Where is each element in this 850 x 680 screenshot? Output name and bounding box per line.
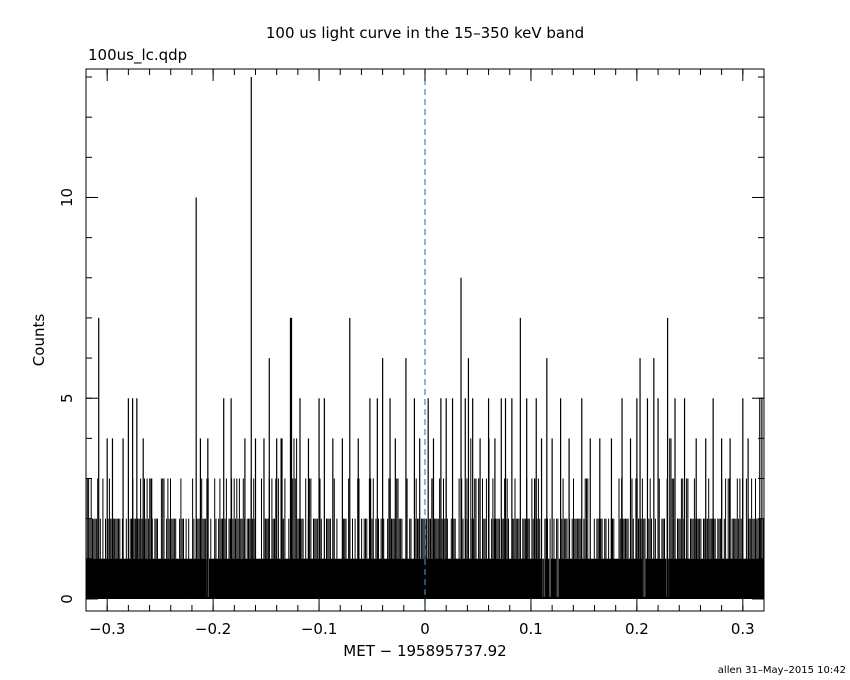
y-tick-label: 10 [58,188,76,207]
x-tick-label: 0.2 [625,620,649,638]
x-tick-label: 0.3 [731,620,755,638]
y-axis-ticks: 0 5 10 [58,76,764,604]
x-tick-label: 0 [420,620,430,638]
y-axis-label: Counts [30,314,48,367]
x-tick-label: −0.2 [195,620,231,638]
x-tick-label: −0.3 [89,620,125,638]
y-tick-label: 5 [58,393,76,403]
x-tick-label: −0.1 [301,620,337,638]
chart-title: 100 us light curve in the 15–350 keV ban… [266,24,584,42]
x-axis-label: MET − 195895737.92 [343,642,506,660]
zero-count-gap [642,558,646,597]
x-tick-label: 0.1 [519,620,543,638]
chart-subtitle: 100us_lc.qdp [88,46,187,65]
footer-stamp: allen 31–May–2015 10:42 [718,665,846,676]
data-bars [85,77,764,599]
x-axis-ticks: −0.3 −0.2 −0.1 0 0.1 0.2 0.3 [85,69,765,638]
y-tick-label: 0 [58,594,76,604]
